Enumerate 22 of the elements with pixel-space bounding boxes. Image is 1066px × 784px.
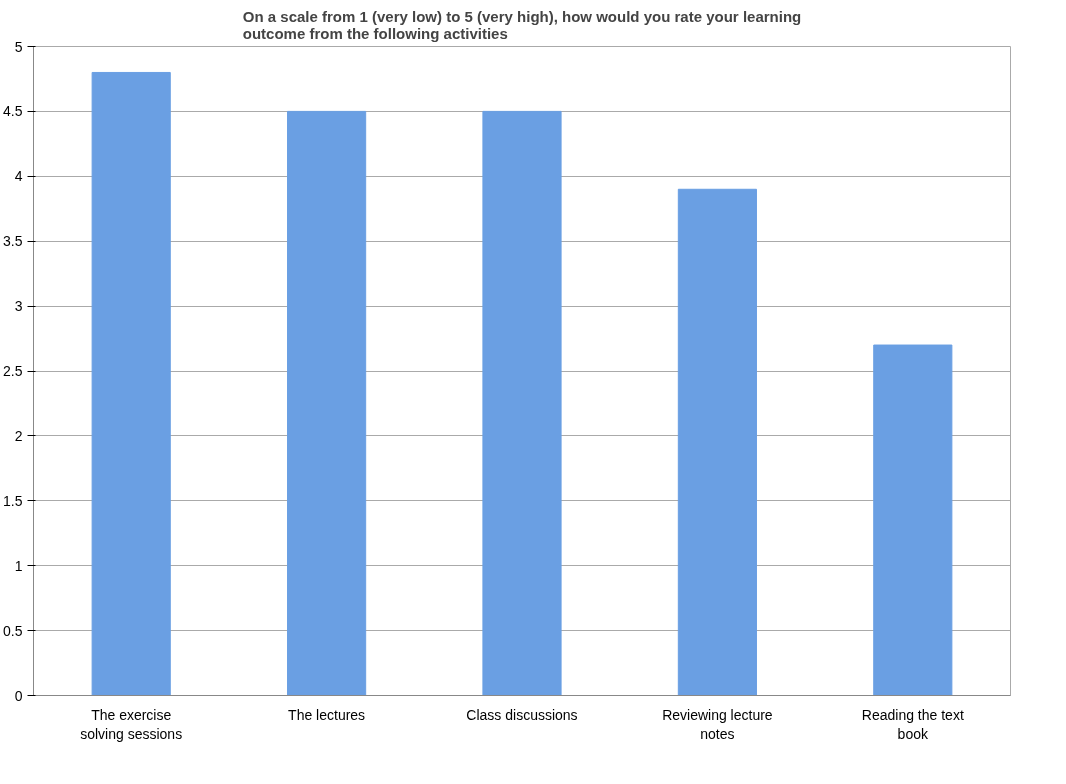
y-tick-label: 5: [14, 38, 23, 55]
x-tick-label: The lectures: [288, 706, 366, 723]
y-tick-label: 4: [14, 168, 23, 185]
bar: [91, 71, 171, 696]
y-tick-label: 2.5: [3, 363, 23, 379]
y-tick-label: 1.5: [3, 492, 23, 509]
x-tick-label: The exercise solving sessions: [80, 706, 183, 742]
x-tick-label: Reading the text book: [861, 706, 964, 742]
x-tick-label: Class discussions: [466, 706, 578, 723]
y-tick-label: 4.5: [3, 103, 23, 120]
chart-title: On a scale from 1 (very low) to 5 (very high), how would you rate your learning outcome from the following activities: [242, 7, 802, 42]
y-tick-label: 0.5: [3, 622, 23, 639]
x-tick-label: Reviewing lecture notes: [662, 706, 773, 742]
y-tick-label: 3.5: [3, 233, 23, 250]
y-tick-label: 3: [14, 298, 23, 315]
y-tick-label: 0: [14, 687, 23, 704]
bar: [873, 344, 953, 696]
bar: [287, 110, 367, 696]
bar: [482, 110, 562, 696]
y-tick-label: 1: [14, 557, 23, 574]
y-tick-label: 2: [14, 427, 23, 444]
bar: [677, 188, 757, 696]
